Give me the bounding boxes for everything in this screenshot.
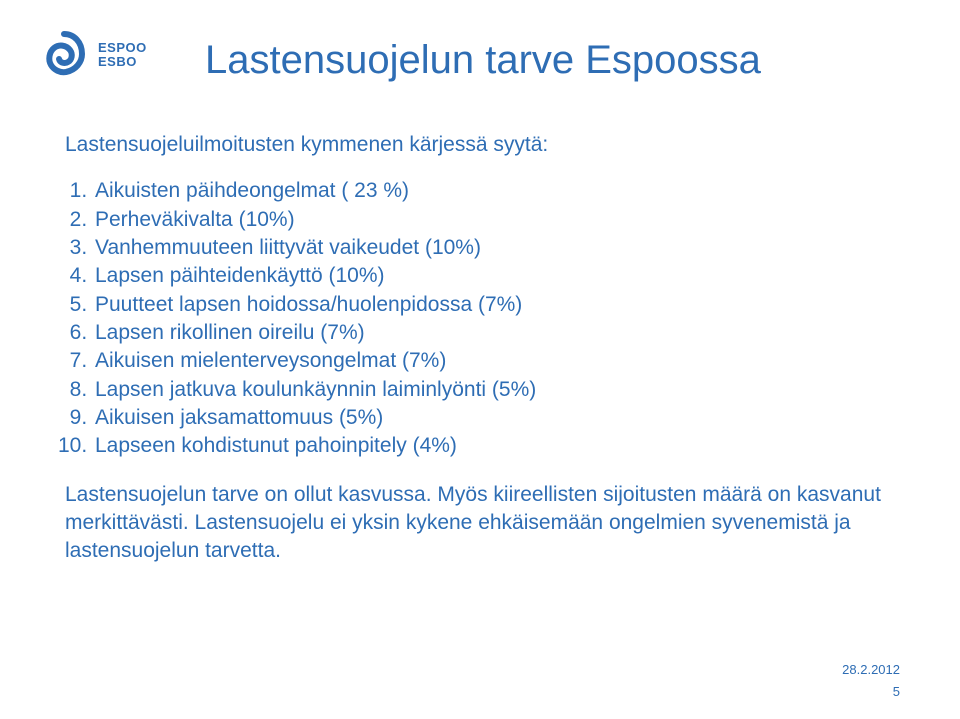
slide: ESPOO ESBO Lastensuojelun tarve Espoossa…: [0, 0, 960, 719]
footer-page: 5: [893, 684, 900, 699]
paragraph: Lastensuojelun tarve on ollut kasvussa. …: [65, 481, 900, 566]
list-item: Lapseen kohdistunut pahoinpitely (4%): [93, 432, 900, 460]
reasons-list: Aikuisten päihdeongelmat ( 23 %) Perhevä…: [65, 177, 900, 460]
subtitle: Lastensuojeluilmoitusten kymmenen kärjes…: [65, 131, 900, 159]
list-item: Vanhemmuuteen liittyvät vaikeudet (10%): [93, 234, 900, 262]
footer-date: 28.2.2012: [842, 662, 900, 677]
list-item: Puutteet lapsen hoidossa/huolenpidossa (…: [93, 291, 900, 319]
list-item: Aikuisen jaksamattomuus (5%): [93, 404, 900, 432]
list-item: Perheväkivalta (10%): [93, 206, 900, 234]
logo-line1: ESPOO: [98, 41, 147, 55]
logo-text: ESPOO ESBO: [98, 41, 147, 70]
list-item: Lapsen päihteidenkäyttö (10%): [93, 262, 900, 290]
list-item: Lapsen jatkuva koulunkäynnin laiminlyönt…: [93, 376, 900, 404]
page-title: Lastensuojelun tarve Espoossa: [205, 38, 900, 83]
list-item: Aikuisen mielenterveysongelmat (7%): [93, 347, 900, 375]
list-item: Lapsen rikollinen oireilu (7%): [93, 319, 900, 347]
logo-mark-icon: [40, 30, 88, 80]
logo-line2: ESBO: [98, 55, 147, 69]
body-content: Lastensuojeluilmoitusten kymmenen kärjes…: [65, 131, 900, 566]
logo: ESPOO ESBO: [40, 30, 147, 80]
list-item: Aikuisten päihdeongelmat ( 23 %): [93, 177, 900, 205]
